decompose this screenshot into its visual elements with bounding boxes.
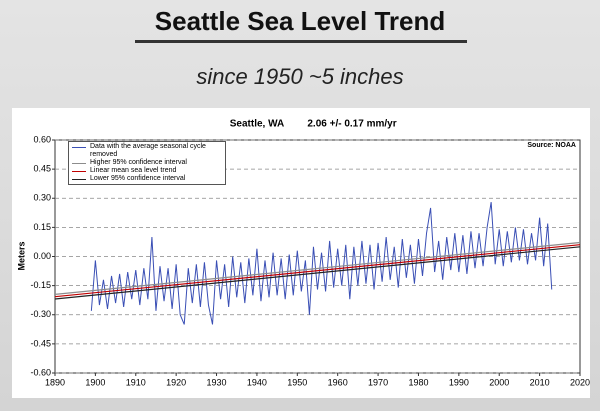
slide-title: Seattle Sea Level Trend xyxy=(154,6,446,36)
x-tick-label: 1890 xyxy=(45,377,65,387)
y-axis-label: Meters xyxy=(16,241,26,270)
y-tick-label: 0.30 xyxy=(33,193,51,203)
y-tick-label: -0.60 xyxy=(30,367,51,377)
y-tick-label: -0.45 xyxy=(30,338,51,348)
legend-label: Lower 95% confidence interval xyxy=(90,175,186,182)
y-tick-label: 0.60 xyxy=(33,134,51,144)
legend-swatch xyxy=(72,179,86,180)
legend-entry: Linear mean sea level trend xyxy=(72,167,222,175)
trend-line xyxy=(54,246,581,300)
x-tick-label: 1910 xyxy=(126,377,146,387)
legend-swatch xyxy=(72,171,86,172)
chart-subtitle: 2.06 +/- 0.17 mm/yr xyxy=(307,119,396,130)
y-tick-label: 0.45 xyxy=(33,164,51,174)
legend-swatch xyxy=(72,147,86,148)
chart-title: Seattle, WA xyxy=(230,119,284,130)
x-tick-label: 1900 xyxy=(85,377,105,387)
legend-label: Linear mean sea level trend xyxy=(90,167,177,174)
x-tick-label: 1960 xyxy=(328,377,348,387)
legend-label: Higher 95% confidence interval xyxy=(90,159,187,166)
y-tick-label: 0.00 xyxy=(33,251,51,261)
legend-swatch xyxy=(72,163,86,164)
legend-entry: Higher 95% confidence interval xyxy=(72,159,222,167)
x-tick-label: 2000 xyxy=(489,377,509,387)
x-tick-label: 1920 xyxy=(166,377,186,387)
y-tick-label: 0.15 xyxy=(33,222,51,232)
slide-subtitle: since 1950 ~5 inches xyxy=(196,64,404,89)
trend-line xyxy=(54,241,581,295)
legend-label: Data with the average seasonal cycle rem… xyxy=(90,143,206,158)
title-underline xyxy=(135,40,467,43)
x-tick-label: 2020 xyxy=(570,377,590,387)
trend-line xyxy=(54,244,581,298)
legend: Data with the average seasonal cycle rem… xyxy=(68,141,226,185)
x-tick-label: 1950 xyxy=(287,377,307,387)
x-tick-label: 2010 xyxy=(530,377,550,387)
x-tick-label: 1990 xyxy=(449,377,469,387)
x-tick-label: 1980 xyxy=(408,377,428,387)
x-tick-label: 1970 xyxy=(368,377,388,387)
x-tick-label: 1930 xyxy=(207,377,227,387)
legend-entry: Lower 95% confidence interval xyxy=(72,175,222,183)
data-line xyxy=(90,202,553,325)
x-tick-label: 1940 xyxy=(247,377,267,387)
source-note: Source: NOAA xyxy=(527,142,576,149)
y-tick-label: -0.30 xyxy=(30,309,51,319)
legend-entry: Data with the average seasonal cycle rem… xyxy=(72,143,222,159)
y-tick-label: -0.15 xyxy=(30,280,51,290)
